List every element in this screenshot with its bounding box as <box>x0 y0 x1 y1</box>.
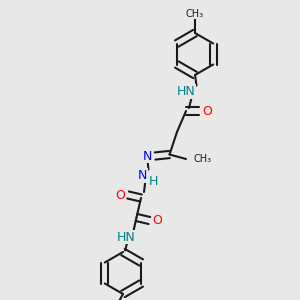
Text: H: H <box>148 175 158 188</box>
Text: O: O <box>202 104 212 118</box>
Text: N: N <box>138 169 147 182</box>
Text: CH₃: CH₃ <box>194 154 211 164</box>
Text: HN: HN <box>117 230 135 244</box>
Text: CH₃: CH₃ <box>186 8 204 19</box>
Text: O: O <box>115 188 125 202</box>
Text: N: N <box>142 149 152 163</box>
Text: O: O <box>153 214 162 227</box>
Text: HN: HN <box>177 85 195 98</box>
